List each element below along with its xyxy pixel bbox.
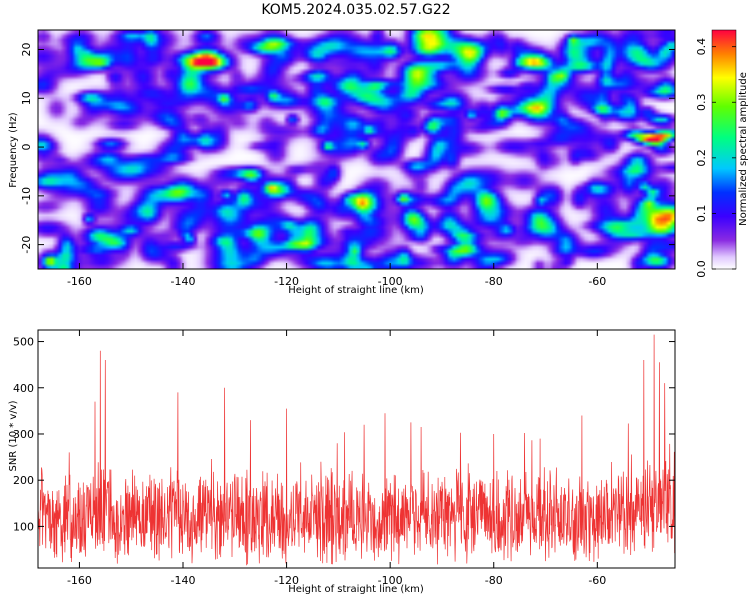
snr-x-ticks: -160 -140 -120 -100 -80 -60 [67, 330, 606, 587]
snr-frame [37, 329, 676, 569]
snr-x-label: Height of straight line (km) [288, 584, 424, 595]
figure-title: KOM5.2024.035.02.57.G22 [261, 2, 450, 18]
colorbar: 0.0 0.1 0.2 0.3 0.4 Normalized spectral ampl… [695, 29, 749, 278]
colorbar-tick-label: 0.3 [695, 94, 708, 112]
y-tick-label: 400 [13, 382, 34, 395]
colorbar-tick-label: 0.0 [695, 260, 708, 278]
x-tick-label: -100 [378, 275, 403, 288]
snr-panel: -160 -140 -120 -100 -80 -60 100 200 300 400 500 H… [8, 329, 676, 595]
heatmap-y-ticks: -20 -10 0 10 20 [20, 43, 675, 254]
x-tick-label: -140 [171, 275, 196, 288]
colorbar-tick-label: 0.4 [695, 38, 708, 56]
y-tick-label: 300 [13, 428, 34, 441]
y-tick-label: 0 [20, 144, 33, 151]
colorbar-tick-label: 0.1 [695, 205, 708, 223]
x-tick-label: -140 [171, 574, 196, 587]
colorbar-scale [711, 29, 737, 270]
y-tick-label: 100 [13, 520, 34, 533]
colorbar-tick-label: 0.2 [695, 149, 708, 167]
colorbar-label: Normalized spectral amplitude [738, 72, 749, 226]
x-tick-label: -120 [274, 574, 299, 587]
y-tick-label: -20 [20, 236, 33, 254]
x-tick-label: -120 [274, 275, 299, 288]
x-tick-label: -80 [485, 275, 503, 288]
y-tick-label: 20 [20, 43, 33, 57]
heatmap-x-ticks: -160 -140 -120 -100 -80 -60 [67, 30, 606, 288]
y-tick-label: -10 [20, 187, 33, 205]
colorbar-ticks: 0.0 0.1 0.2 0.3 0.4 [695, 38, 736, 278]
x-tick-label: -100 [378, 574, 403, 587]
x-tick-label: -160 [67, 574, 92, 587]
y-tick-label: 10 [20, 91, 33, 105]
x-tick-label: -160 [67, 275, 92, 288]
heatmap-frame [37, 29, 676, 270]
x-tick-label: -80 [485, 574, 503, 587]
snr-y-label: SNR (10 * v/v) [8, 400, 19, 471]
y-tick-label: 500 [13, 336, 34, 349]
heatmap-y-label: Frequency (Hz) [8, 112, 19, 188]
heatmap-image [38, 30, 675, 269]
y-tick-label: 200 [13, 474, 34, 487]
x-tick-label: -60 [588, 574, 606, 587]
heatmap-x-label: Height of straight line (km) [288, 285, 424, 296]
x-tick-label: -60 [588, 275, 606, 288]
snr-series-line [38, 334, 675, 566]
snr-y-ticks: 100 200 300 400 500 [13, 336, 675, 533]
